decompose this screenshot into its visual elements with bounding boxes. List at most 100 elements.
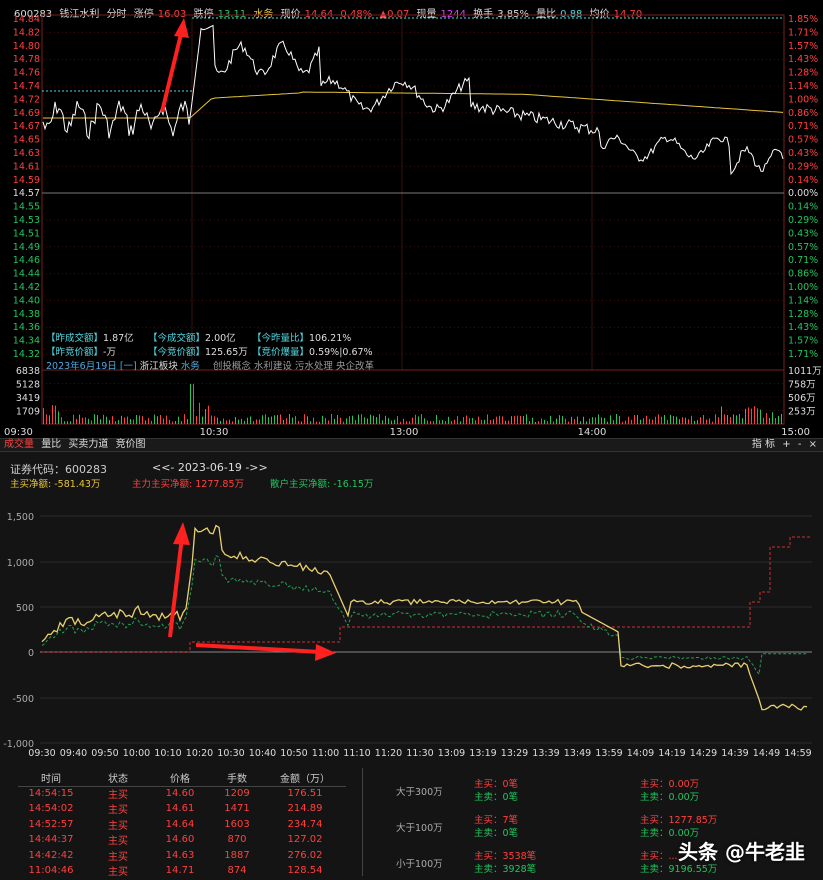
volume-bar <box>544 419 545 424</box>
volume-bar <box>46 414 47 424</box>
force-net-line <box>42 536 810 653</box>
flow-x-tick: 10:00 <box>123 748 150 759</box>
volume-bar <box>358 414 359 424</box>
volume-bar <box>577 416 578 424</box>
pct-tick: 1.57% <box>788 41 818 52</box>
pct-tick: 0.71% <box>788 255 818 266</box>
volume-bar <box>553 421 554 424</box>
volume-bar <box>661 416 662 424</box>
close-button[interactable]: × <box>808 439 817 450</box>
tab-volume-ratio[interactable]: 量比 <box>41 439 62 450</box>
volume-bar <box>70 421 71 424</box>
table-cell: 14.71 <box>165 865 195 877</box>
volume-bar <box>130 419 131 424</box>
volume-bar <box>451 421 452 424</box>
volume-bar <box>688 419 689 424</box>
volume-bar <box>670 414 671 424</box>
volume-bar <box>478 416 479 424</box>
plus-button[interactable]: + <box>782 439 791 450</box>
volume-tick: 6838 <box>16 366 40 377</box>
volume-bar <box>562 416 563 424</box>
stats-row-2: 【昨竞价额】-万 <box>46 344 116 358</box>
table-cell: 主买 <box>108 851 128 863</box>
main-net-row: 主买净额: -581.43万 <box>10 476 100 490</box>
concept-board[interactable]: 浙江板块 <box>139 361 178 372</box>
table-cell: 11:04:46 <box>28 865 74 877</box>
volume-bar <box>250 416 251 424</box>
tab-auction[interactable]: 竞价图 <box>115 439 146 450</box>
money-flow-chart[interactable]: 1,500 1,000 500 0 -500 -1,000 09:30 09:40 09:50… <box>0 452 823 762</box>
stat-auction-burst-label: 【竞价爆量】 <box>252 347 310 358</box>
volume-bar <box>148 418 149 424</box>
main-net-line <box>41 524 808 711</box>
pct-tick: 0.57% <box>788 242 818 253</box>
volume-bar <box>565 418 566 424</box>
volume-bar <box>370 414 371 424</box>
force-net-label: 主力主买净额: <box>132 479 193 490</box>
volume-bar <box>412 417 413 424</box>
flow-x-tick: 13:59 <box>595 748 622 759</box>
volume-bar <box>598 414 599 424</box>
volume-bar <box>487 414 488 424</box>
volume-bar <box>457 416 458 424</box>
concept-flag[interactable]: 水务 <box>180 361 200 372</box>
volume-bar <box>514 416 515 424</box>
flow-x-tick: 09:30 <box>28 748 55 759</box>
volume-grid <box>42 383 784 411</box>
volume-bar <box>271 416 272 424</box>
concept-list[interactable]: 创投概念 水利建设 污水处理 央企改革 <box>212 361 374 372</box>
retail-net-label: 散户主买净额: <box>270 479 331 490</box>
flow-date-nav[interactable]: <<- 2023-06-19 ->> <box>152 461 268 474</box>
volume-bar <box>460 421 461 424</box>
price-tick: 14.59 <box>13 175 40 186</box>
volume-bar <box>283 420 284 424</box>
table-cell: 14.60 <box>165 787 195 799</box>
flow-x-tick: 11:00 <box>312 748 339 759</box>
minus-button[interactable]: - <box>797 439 802 450</box>
intraday-chart[interactable]: 14.84 14.82 14.80 14.78 14.76 14.74 14.72 14.69… <box>0 0 823 438</box>
table-cell: 214.89 <box>287 803 323 815</box>
volume-bar <box>430 421 431 424</box>
volume-bar <box>346 418 347 424</box>
price-tick: 14.49 <box>13 242 40 253</box>
flow-x-tick: 13:09 <box>438 748 465 759</box>
table-cell: 874 <box>227 865 247 877</box>
volume-bar <box>103 414 104 424</box>
price-axis-left: 14.84 14.82 14.80 14.78 14.76 14.74 14.72 14.69… <box>13 14 40 360</box>
volume-bar <box>775 418 776 424</box>
volume-bar <box>58 411 59 424</box>
bucket-sell-amount: 主卖：0.00万 <box>640 792 700 803</box>
tab-volume[interactable]: 成交量 <box>4 439 34 450</box>
indicator-button[interactable]: 指 标 <box>751 439 776 450</box>
bucket-sell-count: 主卖：0笔 <box>474 828 519 839</box>
price-tick: 14.46 <box>13 255 40 266</box>
volume-bar <box>415 414 416 424</box>
retail-net-row: 散户主买净额: -16.15万 <box>270 476 373 490</box>
stat-prev-amount-label: 【昨成交额】 <box>46 333 104 344</box>
volume-bar <box>316 421 317 424</box>
tab-buy-sell-force[interactable]: 买卖力道 <box>68 439 109 450</box>
volume-bar <box>589 418 590 424</box>
price-tick: 14.38 <box>13 309 40 320</box>
red-arrow-right <box>195 643 321 654</box>
volume-bar <box>748 407 749 424</box>
volume-bar <box>127 416 128 424</box>
price-tick: 14.40 <box>13 295 40 306</box>
flow-x-axis: 09:30 09:40 09:50 10:00 10:10 10:20 10:30 10:40… <box>28 748 811 759</box>
volume-bar <box>313 417 314 424</box>
table-cell: 主买 <box>108 789 128 801</box>
pct-tick: 0.43% <box>788 228 818 239</box>
flow-x-tick: 14:39 <box>721 748 748 759</box>
pct-tick: 1.85% <box>788 14 818 25</box>
flow-x-tick: 13:29 <box>501 748 528 759</box>
stats-row-1b: 【今成交额】2.00亿 <box>148 330 236 344</box>
volume-axis-left: 6838 5128 3419 1709 <box>16 366 40 418</box>
bucket-buy-amount: 主买：1277.85万 <box>640 815 718 826</box>
volume-bar <box>124 417 125 424</box>
stock-code: 600283 <box>14 9 53 20</box>
volume-bar <box>718 417 719 424</box>
volume-bar <box>736 415 737 424</box>
indicator-tab-bar: 成交量 量比 买卖力道 竞价图 指 标 + - × <box>0 438 823 452</box>
volume-bar <box>679 419 680 424</box>
volume-bar <box>385 415 386 424</box>
